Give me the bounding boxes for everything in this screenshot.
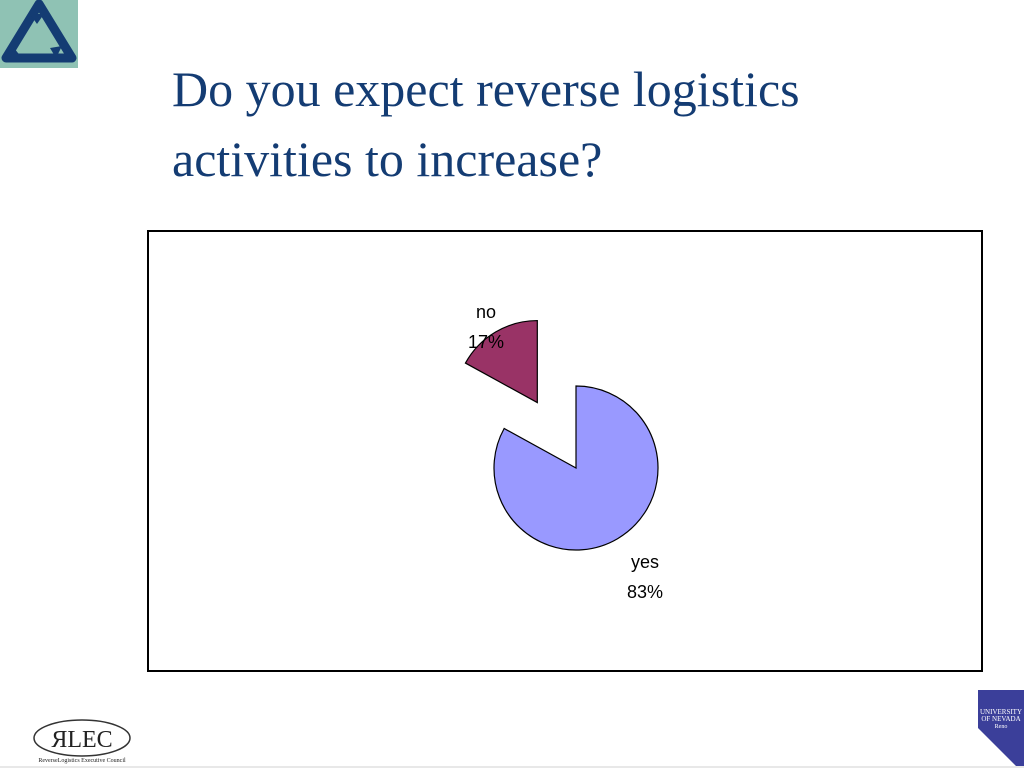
label-yes-value: 83% — [627, 582, 663, 602]
label-no-value: 17% — [468, 332, 504, 352]
title-line-2: activities to increase? — [172, 131, 603, 187]
unr-text-2: OF NEVADA — [981, 715, 1020, 723]
pie-chart: no 17% yes 83% — [464, 302, 663, 602]
rlec-text: ЯLEC — [51, 727, 112, 753]
rlec-subtext: ReverseLogistics Executive Council — [38, 758, 126, 764]
label-yes-name: yes — [631, 552, 659, 572]
university-of-nevada-logo: UNIVERSITY OF NEVADA Reno — [978, 690, 1024, 768]
pie-slice-yes — [493, 385, 659, 551]
title-line-1: Do you expect reverse logistics — [172, 61, 800, 117]
unr-text-3: Reno — [995, 724, 1008, 730]
triangular-arrows-icon — [1, 0, 77, 63]
rlec-logo: ЯLEC ReverseLogistics Executive Council — [30, 714, 134, 766]
chart-area: no 17% yes 83% — [147, 230, 983, 672]
bottom-rule — [0, 766, 1024, 768]
label-no-name: no — [476, 302, 496, 322]
unr-text-1: UNIVERSITY — [980, 708, 1022, 716]
top-left-logo — [0, 0, 78, 68]
pie-slice-no — [464, 319, 538, 404]
slide-title: Do you expect reverse logistics activiti… — [172, 54, 972, 194]
